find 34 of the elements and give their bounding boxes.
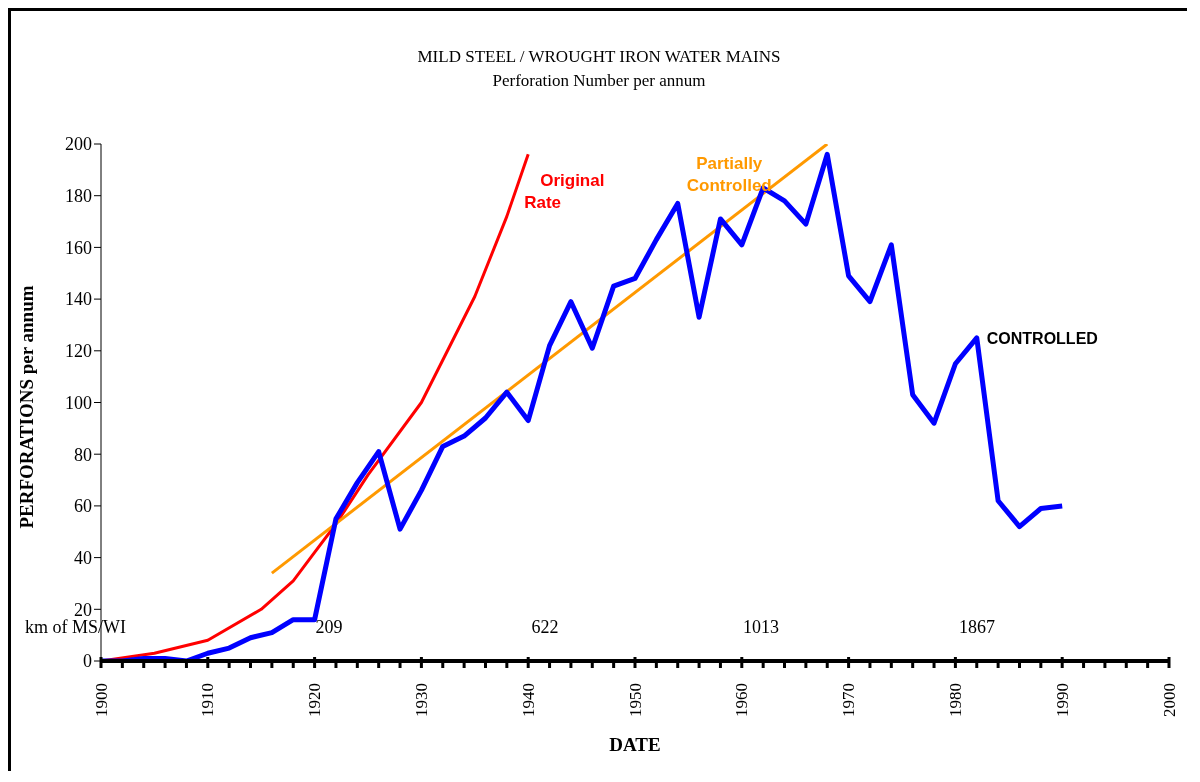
x-tick-label: 2000 — [1159, 683, 1179, 717]
y-tick-label: 60 — [74, 496, 92, 517]
x-tick-label: 1990 — [1052, 683, 1072, 717]
y-tick-label: 0 — [83, 651, 92, 672]
x-tick-label: 1940 — [518, 683, 538, 717]
x-tick-label: 1900 — [91, 683, 111, 717]
x-axis-title: DATE — [609, 734, 661, 755]
annotation: 209 — [315, 617, 343, 638]
chart-title: MILD STEEL / WROUGHT IRON WATER MAINS — [416, 47, 782, 67]
annotation: 622 — [531, 617, 559, 638]
x-tick-label: 1980 — [945, 683, 965, 717]
x-tick-label: 1920 — [305, 683, 325, 717]
series-label: CONTROLLED — [986, 329, 1098, 347]
x-tick-label: 1930 — [411, 683, 431, 717]
x-tick-label: 1910 — [198, 683, 218, 717]
y-axis-title: PERFORATIONS per annum — [16, 285, 38, 529]
series-label: Partially Controlled — [686, 154, 772, 195]
y-tick-label: 100 — [65, 392, 92, 413]
y-tick-label: 20 — [74, 599, 92, 620]
y-tick-label: 160 — [65, 237, 92, 258]
y-tick-label: 120 — [65, 341, 92, 362]
chart-subtitle: Perforation Number per annum — [491, 71, 707, 91]
annotation: 1013 — [743, 617, 779, 638]
x-tick-label: 1970 — [839, 683, 859, 717]
y-tick-label: 140 — [65, 289, 92, 310]
y-tick-label: 80 — [74, 444, 92, 465]
y-tick-label: 200 — [65, 134, 92, 155]
annotation: km of MS/WI — [25, 617, 126, 638]
x-tick-label: 1960 — [732, 683, 752, 717]
x-tick-label: 1950 — [625, 683, 645, 717]
y-tick-label: 180 — [65, 186, 92, 207]
y-tick-label: 40 — [74, 547, 92, 568]
annotation: 1867 — [959, 617, 995, 638]
series-label: Original Rate — [524, 171, 605, 213]
